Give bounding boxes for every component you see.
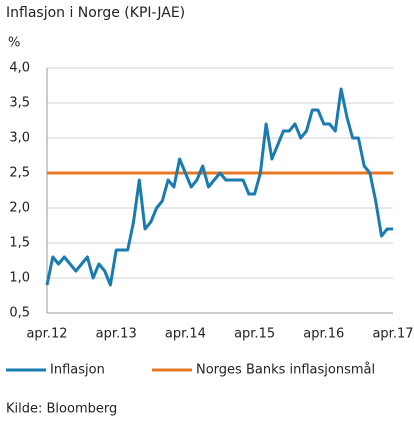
legend-label: Inflasjon	[50, 363, 105, 378]
y-axis-label: %	[8, 36, 20, 51]
y-tick-label: 2,5	[9, 166, 30, 181]
y-tick-label: 0,5	[9, 306, 30, 321]
y-tick-label: 3,0	[9, 131, 30, 146]
y-tick-label: 4,0	[9, 61, 30, 76]
x-tick-label: apr.14	[165, 327, 206, 342]
x-tick-label: apr.15	[234, 327, 275, 342]
y-tick-label: 1,5	[9, 236, 30, 251]
source: Kilde: Bloomberg	[6, 402, 117, 417]
x-tick-label: apr.12	[26, 327, 67, 342]
y-tick-label: 3,5	[9, 96, 30, 111]
x-tick-label: apr.17	[372, 327, 413, 342]
x-tick-label: apr.16	[303, 327, 344, 342]
chart-title: Inflasjon i Norge (KPI-JAE)	[6, 5, 185, 21]
x-tick-label: apr.13	[96, 327, 137, 342]
legend-label: Norges Banks inflasjonsmål	[196, 363, 375, 378]
line-series	[45, 87, 393, 287]
y-tick-label: 2,0	[9, 201, 30, 216]
y-tick-label: 1,0	[9, 271, 30, 286]
